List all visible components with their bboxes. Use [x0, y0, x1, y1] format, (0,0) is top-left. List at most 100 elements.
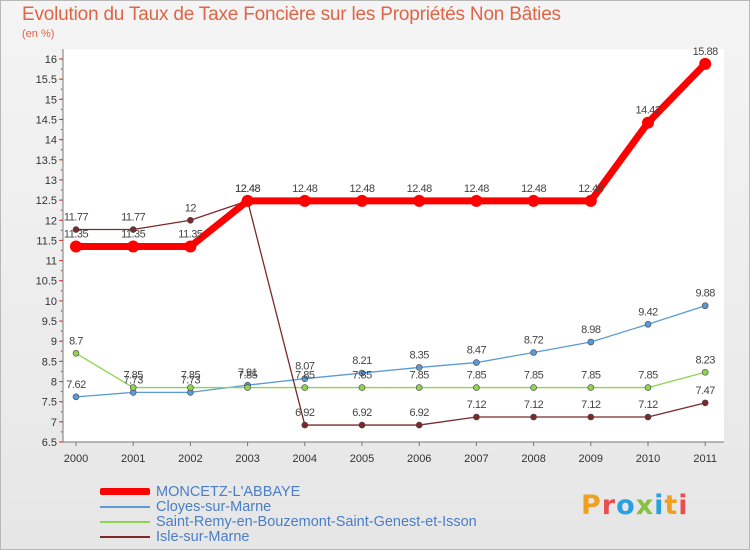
x-tick-label: 2007 — [464, 453, 488, 465]
data-point — [187, 384, 194, 391]
y-tick-label: 7 — [51, 417, 57, 429]
y-tick-label: 15 — [45, 94, 57, 106]
y-minor-tick — [60, 290, 63, 292]
y-minor-tick — [60, 280, 63, 282]
y-tick-label: 13 — [45, 175, 57, 187]
y-minor-tick — [60, 239, 63, 242]
data-label: 12.48 — [464, 183, 489, 195]
legend-swatch — [100, 505, 150, 508]
data-label: 9.42 — [638, 306, 658, 318]
data-point — [241, 194, 254, 207]
data-point — [587, 413, 595, 421]
data-label: 12.48 — [578, 183, 603, 195]
data-label: 7.62 — [66, 379, 86, 391]
legend-label: MONCETZ-L'ABBAYE — [156, 483, 301, 500]
data-label: 8.23 — [695, 354, 715, 366]
data-point — [644, 384, 652, 391]
y-minor-tick — [60, 169, 63, 171]
x-tick-label: 2009 — [579, 453, 603, 465]
data-point — [587, 384, 595, 391]
x-tick-label: 2004 — [293, 453, 317, 465]
y-minor-tick — [60, 330, 63, 332]
data-label: 12.48 — [235, 183, 260, 195]
y-minor-tick — [60, 199, 63, 201]
data-point — [184, 240, 197, 253]
data-point — [187, 216, 194, 224]
x-tick-label: 2001 — [121, 453, 145, 465]
y-minor-tick — [60, 411, 63, 413]
data-point — [701, 399, 709, 407]
x-tick-label: 2005 — [350, 453, 374, 465]
y-minor-tick — [60, 269, 63, 272]
y-minor-tick — [60, 390, 63, 393]
logo-letter: P — [581, 490, 602, 521]
legend: MONCETZ-L'ABBAYE Cloyes-sur-Marne Saint-… — [100, 483, 477, 545]
data-point — [527, 194, 540, 207]
series-line — [72, 60, 709, 250]
legend-item: Isle-sur-Marne — [100, 529, 477, 545]
data-point — [298, 194, 311, 207]
y-minor-tick — [60, 370, 63, 373]
logo-letter: i — [678, 490, 689, 521]
x-tick-label: 2002 — [178, 453, 202, 465]
data-point — [644, 413, 652, 421]
legend-label: Saint-Remy-en-Bouzemont-Saint-Genest-et-… — [156, 513, 477, 530]
y-minor-tick — [60, 68, 63, 70]
data-point — [699, 57, 712, 70]
data-point — [301, 421, 309, 429]
y-unit-label: (en %) — [22, 28, 55, 40]
data-label: 6.92 — [352, 407, 372, 419]
data-label: 8.07 — [295, 361, 315, 373]
y-tick-label: 11.5 — [36, 235, 57, 247]
data-label: 11.35 — [64, 228, 89, 240]
proxiti-logo: Proxiti — [581, 490, 689, 521]
data-label: 8.21 — [352, 355, 372, 367]
data-label: 12 — [185, 202, 197, 214]
series-line — [75, 352, 706, 389]
data-point — [129, 226, 137, 233]
y-minor-tick — [60, 88, 63, 90]
chart-title: Evolution du Taux de Taxe Foncière sur l… — [22, 4, 561, 25]
data-point — [642, 116, 654, 129]
data-label: 7.73 — [181, 374, 201, 386]
data-point — [584, 194, 597, 207]
data-label: 7.85 — [409, 370, 429, 382]
data-point — [72, 226, 80, 233]
data-point — [244, 384, 251, 391]
y-minor-tick — [60, 219, 63, 221]
data-point — [70, 240, 82, 253]
data-label: 7.85 — [181, 370, 201, 382]
data-label: 7.85 — [238, 370, 258, 382]
data-label: 7.85 — [581, 370, 601, 382]
data-point — [127, 240, 140, 253]
data-point — [701, 302, 709, 310]
data-point — [473, 413, 480, 421]
y-tick-label: 14.5 — [36, 114, 57, 126]
y-minor-tick — [60, 209, 63, 211]
legend-swatch — [100, 520, 150, 523]
y-minor-tick — [60, 108, 63, 111]
data-label: 14.42 — [635, 105, 660, 117]
legend-swatch — [100, 488, 150, 495]
data-point — [72, 393, 80, 401]
y-tick-label: 7.5 — [42, 397, 57, 409]
data-point — [701, 368, 709, 376]
x-tick-label: 2010 — [636, 453, 660, 465]
data-point — [415, 384, 423, 391]
data-label: 7.47 — [695, 385, 715, 397]
data-point — [413, 194, 426, 207]
series-line — [75, 305, 706, 398]
y-minor-tick — [60, 360, 63, 363]
data-point — [530, 413, 537, 421]
y-tick-label: 9.5 — [42, 316, 57, 328]
data-label: 12.48 — [235, 183, 260, 195]
y-minor-tick — [60, 249, 63, 252]
data-label: 9.88 — [695, 288, 715, 300]
legend-item: MONCETZ-L'ABBAYE — [100, 483, 477, 500]
y-tick-label: 8 — [51, 377, 57, 389]
y-tick-label: 12 — [45, 215, 57, 227]
data-label: 8.47 — [467, 345, 487, 357]
data-label: 8.72 — [524, 334, 544, 346]
logo-letter: r — [601, 490, 617, 521]
logo-letter: i — [654, 490, 665, 521]
